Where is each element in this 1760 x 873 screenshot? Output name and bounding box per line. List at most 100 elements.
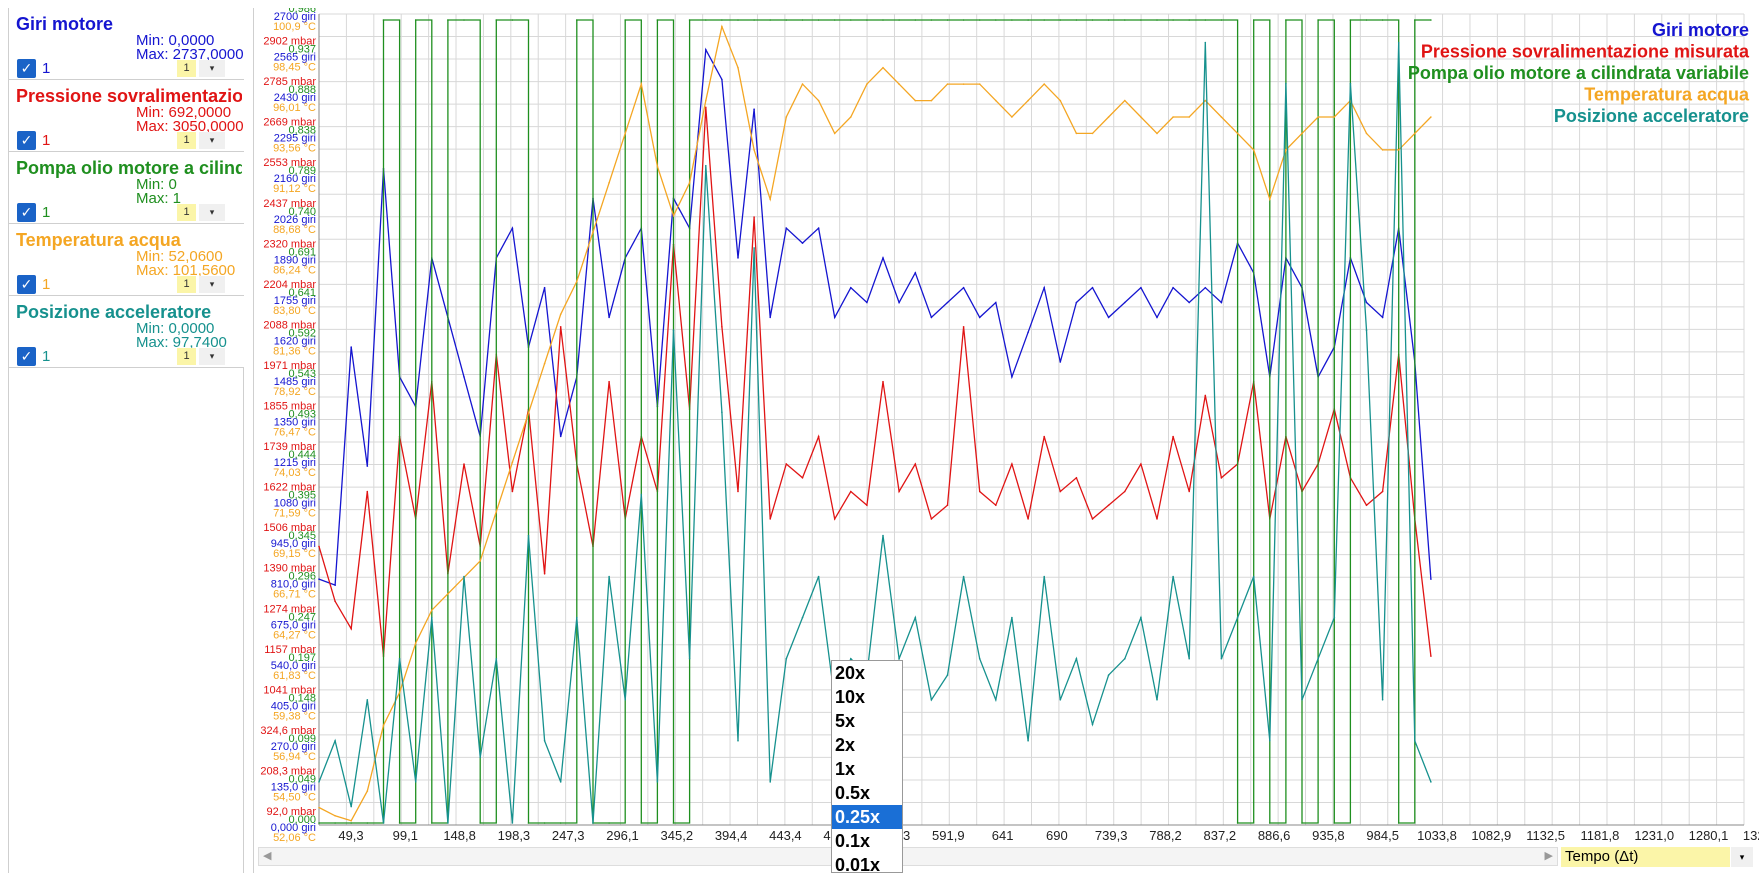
- data-point: [1236, 132, 1239, 135]
- data-point: [431, 822, 433, 824]
- sensor-checkbox[interactable]: ✓: [17, 203, 36, 222]
- chevron-down-icon[interactable]: ▾: [199, 60, 225, 77]
- data-point: [672, 214, 675, 217]
- data-point: [1220, 301, 1223, 304]
- y-tick-label: 810,0 giri: [271, 579, 316, 591]
- data-point: [1365, 132, 1368, 135]
- y-tick-label: 2430 giri: [274, 92, 316, 104]
- chevron-down-icon[interactable]: ▾: [199, 276, 225, 293]
- scroll-right-icon[interactable]: ▶: [1544, 850, 1553, 862]
- data-point: [688, 19, 691, 21]
- zoom-dropdown-menu[interactable]: 20x 10x 5x 2x 1x 0.5x 0.25x 0.1x 0.01x: [831, 660, 903, 873]
- x-tick-label: 984,5: [1366, 828, 1399, 843]
- zoom-option[interactable]: 0.5x: [835, 783, 871, 803]
- zoom-option[interactable]: 2x: [835, 735, 856, 755]
- data-point: [479, 560, 481, 562]
- sensor-panel-item[interactable]: Pompa olio motore a cilindrata variabile…: [9, 152, 244, 224]
- data-point: [995, 19, 997, 21]
- data-point: [511, 490, 514, 493]
- data-point: [431, 609, 433, 611]
- time-axis-select[interactable]: Tempo (Δt): [1561, 847, 1730, 867]
- y-tick-label: 96,01 °C: [273, 102, 316, 114]
- zoom-option[interactable]: 10x: [835, 687, 866, 707]
- data-point: [640, 822, 643, 824]
- y-tick-label: 2088 mbar: [263, 319, 316, 331]
- y-tick-label: 0,789: [288, 165, 316, 177]
- data-point: [463, 19, 465, 21]
- x-tick-label: 394,4: [715, 828, 748, 843]
- zoom-option[interactable]: 5x: [835, 711, 856, 731]
- sensor-scale-select[interactable]: 1: [177, 348, 196, 365]
- series-line: [318, 107, 1432, 657]
- y-tick-label: 2320 mbar: [263, 238, 316, 250]
- sensor-panel-item[interactable]: Pressione sovralimentazione misurata Min…: [9, 80, 244, 152]
- sensor-checkbox[interactable]: ✓: [17, 131, 36, 150]
- data-point: [511, 19, 514, 21]
- data-point: [737, 19, 739, 21]
- data-point: [495, 510, 498, 513]
- x-tick-label: 935,8: [1312, 828, 1345, 843]
- series-line: [318, 24, 1432, 822]
- chevron-down-icon[interactable]: ▾: [199, 132, 225, 149]
- y-tick-label: 54,50 °C: [273, 791, 316, 803]
- y-tick-label: 81,36 °C: [273, 345, 316, 357]
- y-tick-label: 52,06 °C: [273, 832, 316, 844]
- zoom-option[interactable]: 0.1x: [835, 831, 871, 851]
- y-tick-label: 675,0 giri: [271, 619, 316, 631]
- data-point: [769, 781, 771, 783]
- data-point: [866, 301, 868, 304]
- sensor-scale-select[interactable]: 1: [177, 60, 196, 77]
- horizontal-scrollbar[interactable]: ◀ ▶: [258, 847, 1558, 866]
- sensor-panel-item[interactable]: Temperatura acqua Min: 52,0600 Max: 101,…: [9, 224, 244, 296]
- sensor-panel-item[interactable]: Posizione acceleratore Min: 0,0000 Max: …: [9, 296, 244, 368]
- data-point: [801, 83, 804, 85]
- sensor-max: Max: 1: [136, 191, 182, 207]
- y-tick-label: 1041 mbar: [263, 684, 316, 696]
- sensor-scale-select[interactable]: 1: [177, 204, 196, 221]
- zoom-option[interactable]: 1x: [835, 759, 856, 779]
- data-point: [1091, 286, 1094, 289]
- data-point: [914, 19, 917, 21]
- y-tick-label: 0,148: [288, 692, 316, 704]
- data-point: [1333, 116, 1336, 118]
- sensor-panel-item[interactable]: Giri motore Min: 0,0000 Max: 2737,0000 ✓…: [9, 8, 244, 80]
- data-point: [1317, 19, 1319, 21]
- x-tick-label: 296,1: [606, 828, 639, 843]
- sensor-checkbox[interactable]: ✓: [17, 347, 36, 366]
- y-tick-label: 0,888: [288, 84, 316, 96]
- y-tick-label: 2160 giri: [274, 173, 316, 185]
- sensor-checkbox[interactable]: ✓: [17, 275, 36, 294]
- data-point: [1430, 781, 1432, 783]
- data-point: [1204, 394, 1207, 397]
- data-point: [1059, 19, 1062, 21]
- data-point: [833, 316, 836, 319]
- y-tick-label: 0,197: [288, 652, 316, 664]
- y-tick-label: 91,12 °C: [273, 183, 316, 195]
- data-point: [1107, 116, 1110, 118]
- chevron-down-icon[interactable]: ▾: [199, 348, 225, 365]
- zoom-option[interactable]: 0.25x: [832, 805, 902, 829]
- sensor-scale-select[interactable]: 1: [177, 132, 196, 149]
- zoom-option[interactable]: 20x: [835, 663, 866, 683]
- data-point: [1075, 132, 1078, 135]
- multi-line-chart[interactable]: 92,0 mbar 208,3 mbar 324,6 mbar 1041 mbar 11…: [254, 8, 1759, 846]
- chevron-down-icon[interactable]: ▾: [1731, 847, 1753, 867]
- sensor-scale-select[interactable]: 1: [177, 276, 196, 293]
- y-tick-label: 1890 giri: [274, 254, 316, 266]
- data-point: [866, 19, 868, 21]
- data-point: [995, 504, 997, 507]
- data-point: [608, 380, 610, 383]
- data-point: [801, 242, 804, 244]
- data-point: [543, 573, 546, 575]
- data-point: [559, 781, 562, 783]
- data-point: [850, 19, 852, 21]
- chevron-down-icon[interactable]: ▾: [199, 204, 225, 221]
- sensor-checkbox[interactable]: ✓: [17, 59, 36, 78]
- data-point: [1204, 99, 1207, 102]
- y-tick-label: 76,47 °C: [273, 427, 316, 439]
- sensor-min: Min: 52,0600: [136, 249, 223, 265]
- data-point: [833, 132, 836, 135]
- zoom-option[interactable]: 0.01x: [835, 855, 881, 873]
- scroll-left-icon[interactable]: ◀: [263, 850, 272, 862]
- data-point: [511, 822, 514, 824]
